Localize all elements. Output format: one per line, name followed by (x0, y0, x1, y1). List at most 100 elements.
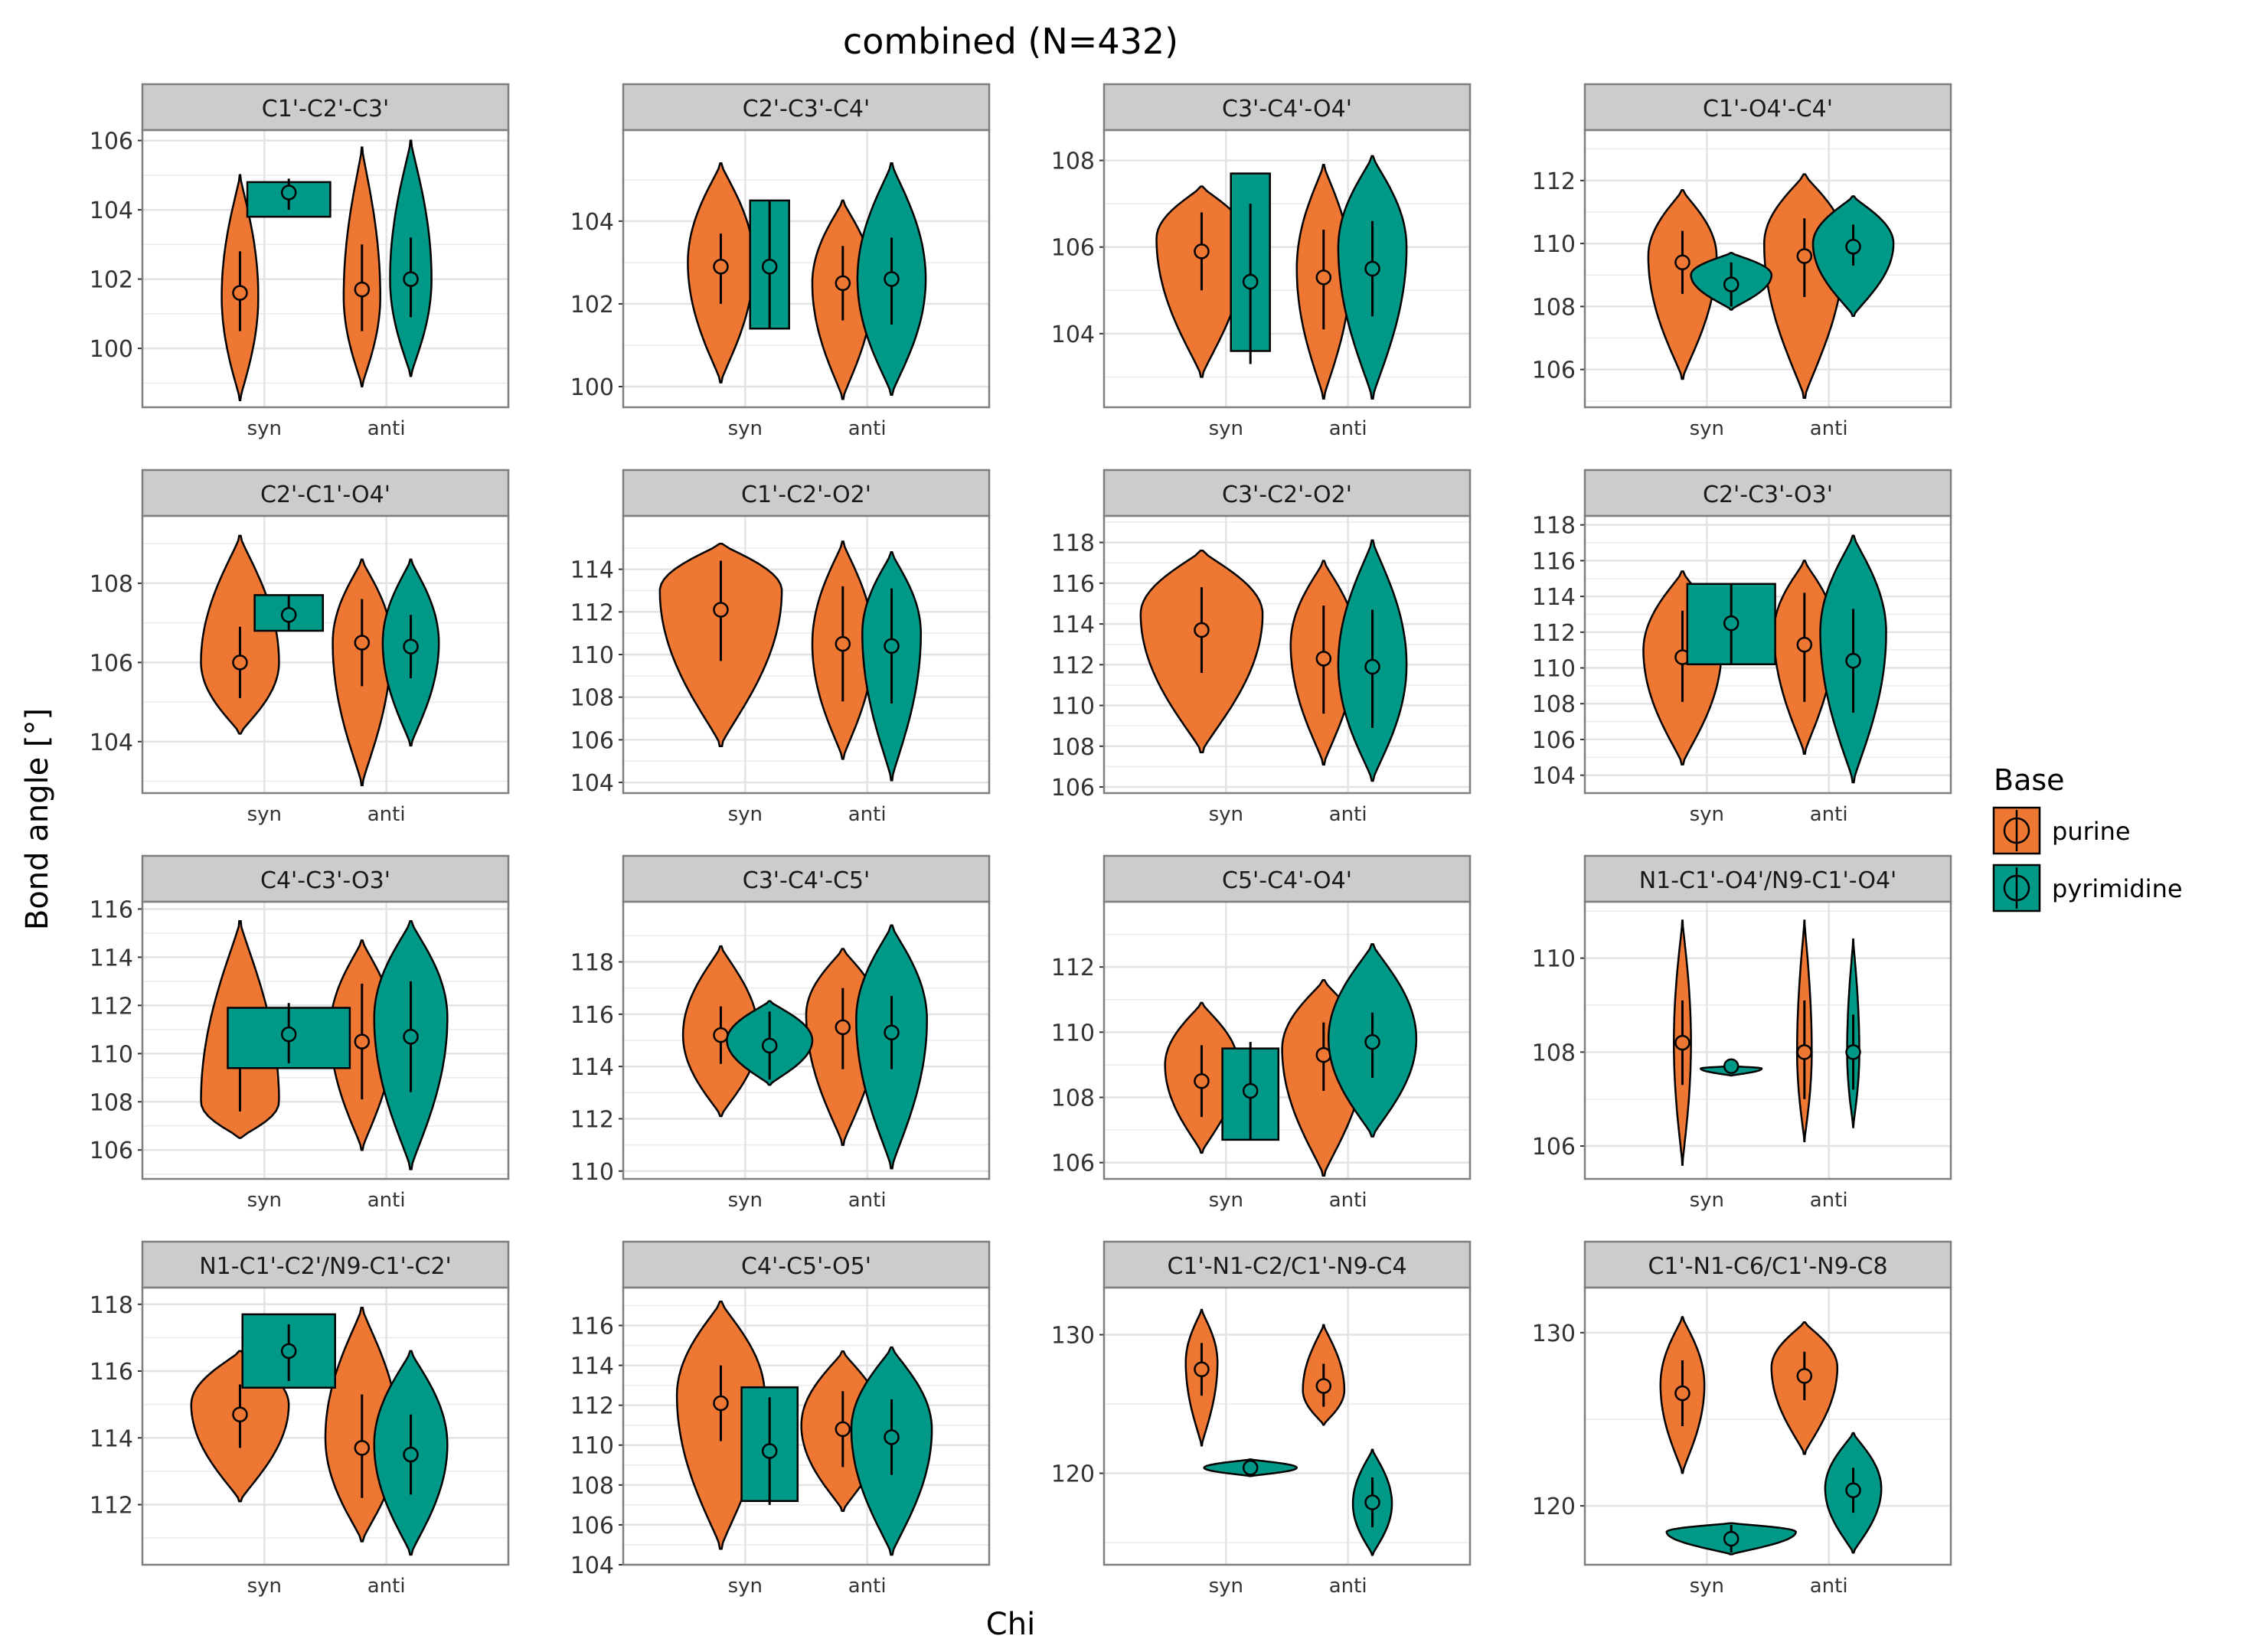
violin-mean-point (1798, 638, 1811, 651)
y-tick-label: 110 (1532, 231, 1576, 258)
violin-pyrimidine-syn[interactable] (228, 1003, 350, 1068)
violin-mean-point (836, 637, 850, 651)
y-tick-label: 104 (1051, 322, 1095, 348)
panel-title: C1'-O4'-C4' (1703, 96, 1833, 122)
x-tick-label: anti (1329, 417, 1367, 440)
violin-mean-point (714, 603, 727, 617)
panel-plot-area (142, 516, 508, 793)
x-tick-label: anti (1810, 803, 1848, 826)
y-tick-label: 112 (570, 1106, 614, 1133)
violin-pyrimidine-syn[interactable] (243, 1314, 335, 1388)
x-tick-label: anti (1810, 417, 1848, 440)
violin-mean-point (1194, 244, 1208, 258)
chart-title: combined (N=432) (843, 21, 1178, 62)
y-tick-label: 110 (1051, 1020, 1095, 1046)
violin-mean-point (714, 1028, 727, 1042)
violin-pyrimidine-syn[interactable] (255, 595, 323, 631)
x-tick-label: anti (848, 803, 887, 826)
y-tick-label: 116 (1051, 571, 1095, 598)
y-tick-label: 108 (1051, 734, 1095, 761)
legend-title: Base (1994, 763, 2065, 797)
y-tick-label: 110 (1532, 656, 1576, 683)
y-tick-label: 116 (90, 896, 133, 923)
violin-mean-point (233, 655, 247, 669)
x-tick-label: anti (1329, 1575, 1367, 1598)
y-tick-label: 100 (90, 336, 133, 363)
y-tick-label: 108 (1532, 691, 1576, 718)
violin-pyrimidine-syn[interactable] (1223, 1042, 1279, 1140)
violin-mean-point (404, 640, 418, 654)
y-tick-label: 104 (1532, 763, 1576, 790)
y-tick-label: 102 (570, 292, 614, 318)
panel-title: C4'-C5'-O5' (741, 1253, 871, 1280)
panel-c1-o4-c4: C1'-O4'-C4'106108110112syn anti (1532, 84, 1951, 440)
violin-mean-point (1366, 1496, 1380, 1510)
y-tick-label: 108 (1532, 1040, 1576, 1066)
panel-title: C5'-C4'-O4' (1222, 867, 1352, 894)
violin-mean-point (355, 635, 369, 649)
violin-pyrimidine-syn[interactable] (1687, 584, 1775, 664)
x-tick-label: syn (728, 417, 763, 440)
x-tick-label: syn (1209, 417, 1243, 440)
panel-title: C1'-C2'-C3' (262, 96, 390, 122)
violin-mean-point (1366, 1035, 1380, 1049)
violin-mean-point (1847, 1484, 1860, 1497)
panel-title: C3'-C2'-O2' (1222, 482, 1352, 508)
y-tick-label: 108 (570, 1473, 614, 1500)
violin-mean-point (282, 185, 296, 199)
violin-mean-point (1194, 623, 1208, 637)
y-tick-label: 110 (1532, 946, 1576, 973)
x-tick-label: syn (1690, 1189, 1724, 1212)
violin-mean-point (404, 1448, 418, 1461)
y-tick-label: 114 (570, 1054, 614, 1081)
y-tick-label: 106 (1532, 357, 1576, 384)
x-tick-label: anti (368, 1575, 406, 1598)
x-tick-label: anti (368, 1189, 406, 1212)
panel-plot-area (623, 130, 989, 407)
x-tick-label: syn (247, 1189, 282, 1212)
violin-mean-point (714, 260, 727, 273)
violin-pyrimidine-syn[interactable] (742, 1387, 798, 1505)
y-tick-label: 112 (90, 993, 133, 1020)
y-tick-label: 106 (570, 727, 614, 754)
y-tick-label: 130 (1051, 1323, 1095, 1350)
x-tick-label: anti (368, 803, 406, 826)
legend-label-pyrimidine: pyrimidine (2052, 874, 2183, 903)
y-tick-label: 108 (90, 1089, 133, 1116)
y-tick-label: 104 (570, 209, 614, 236)
y-tick-label: 110 (570, 1159, 614, 1186)
x-tick-label: anti (1329, 803, 1367, 826)
violin-mean-point (1243, 275, 1257, 289)
y-tick-label: 106 (1051, 775, 1095, 802)
y-tick-label: 106 (1051, 235, 1095, 262)
y-tick-label: 108 (570, 685, 614, 712)
y-tick-label: 106 (1532, 727, 1576, 754)
x-tick-label: anti (848, 417, 887, 440)
x-tick-label: syn (728, 1575, 763, 1598)
violin-pyrimidine-syn[interactable] (1231, 174, 1270, 364)
y-tick-label: 110 (1051, 694, 1095, 720)
y-tick-label: 102 (90, 267, 133, 294)
violin-mean-point (1317, 1379, 1331, 1393)
y-tick-label: 112 (1532, 168, 1576, 195)
violin-mean-point (282, 1344, 296, 1358)
panel-title: N1-C1'-O4'/N9-C1'-O4' (1639, 867, 1897, 894)
violin-mean-point (885, 1026, 899, 1040)
violin-mean-point (282, 1027, 296, 1041)
y-tick-label: 106 (1051, 1151, 1095, 1177)
y-tick-label: 114 (90, 945, 133, 971)
violin-mean-point (1194, 1363, 1208, 1376)
violin-mean-point (404, 1030, 418, 1043)
violin-pyrimidine-syn[interactable] (750, 201, 789, 328)
violin-mean-point (1366, 262, 1380, 276)
violin-mean-point (836, 1422, 850, 1436)
x-tick-label: syn (1690, 417, 1724, 440)
panel-title: C2'-C3'-C4' (743, 96, 871, 122)
violin-mean-point (714, 1396, 727, 1410)
x-tick-label: syn (1209, 1575, 1243, 1598)
y-tick-label: 110 (570, 642, 614, 669)
x-tick-label: syn (1209, 1189, 1243, 1212)
x-tick-label: syn (1209, 803, 1243, 826)
violin-pyrimidine-syn[interactable] (247, 178, 330, 217)
